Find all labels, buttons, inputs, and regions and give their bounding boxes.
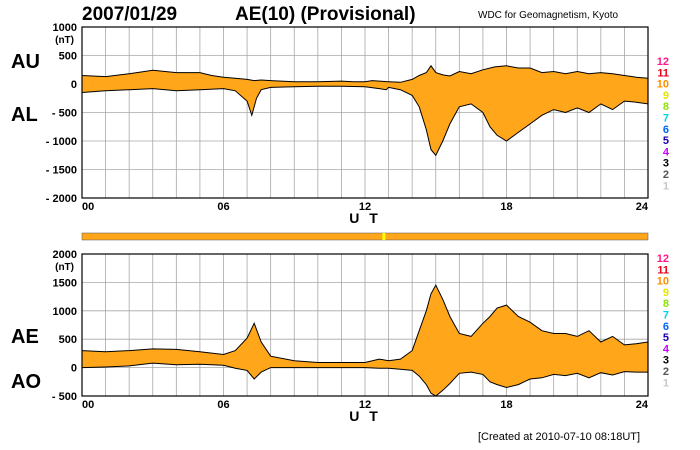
kp-scale-label: 9 (663, 90, 669, 102)
kp-scale-label: 1 (663, 377, 669, 389)
x-tick-label: 24 (636, 201, 649, 213)
x-tick-label: 12 (359, 201, 371, 213)
y-tick-label: - 1500 (46, 165, 77, 177)
chart-title: AE(10) (Provisional) (235, 4, 416, 25)
y-tick-label: 1500 (53, 277, 77, 289)
y-tick-label: 1000 (53, 22, 77, 34)
x-tick-label: 06 (217, 201, 229, 213)
kp-scale-label: 2 (663, 366, 669, 378)
quality-marker (382, 233, 386, 240)
x-axis-label: U T (349, 210, 381, 226)
y-unit-label: (nT) (55, 35, 74, 46)
ao-label: AO (11, 371, 41, 393)
kp-scale-label: 7 (663, 113, 669, 125)
source-label: WDC for Geomagnetism, Kyoto (478, 10, 619, 21)
kp-scale-label: 2 (663, 169, 669, 181)
quality-bar (81, 232, 649, 241)
kp-scale-label: 7 (663, 310, 669, 322)
y-tick-label: - 500 (52, 108, 77, 120)
kp-scale-label: 4 (663, 343, 670, 355)
series-line-AL (81, 85, 649, 157)
x-tick-label: 00 (82, 201, 94, 213)
series-line-AE (81, 284, 649, 363)
plot-frame (81, 253, 649, 397)
kp-scale-label: 4 (663, 146, 670, 158)
x-tick-label: 18 (500, 399, 512, 411)
y-tick-label: 500 (59, 334, 77, 346)
y-tick-label: - 2000 (46, 193, 77, 205)
y-tick-label: 0 (71, 363, 77, 375)
x-tick-label: 00 (82, 399, 94, 411)
series-line-AO (81, 362, 648, 397)
kp-scale-label: 10 (657, 276, 669, 288)
plot-frame (81, 26, 649, 199)
panel-top (81, 26, 649, 199)
x-tick-label: 12 (359, 399, 371, 411)
kp-scale-label: 3 (663, 158, 669, 170)
kp-scale-label: 6 (663, 124, 669, 136)
y-unit-label: (nT) (55, 262, 74, 273)
y-tick-label: - 500 (52, 391, 77, 403)
y-tick-label: 1000 (53, 306, 77, 318)
panel-bottom (81, 253, 649, 397)
x-tick-label: 24 (636, 399, 649, 411)
kp-scale-label: 12 (657, 56, 669, 68)
y-tick-label: 500 (59, 51, 77, 63)
kp-scale-label: 8 (663, 298, 669, 310)
x-tick-label: 18 (500, 201, 512, 213)
kp-scale-label: 9 (663, 287, 669, 299)
series-line-AU (81, 64, 649, 83)
series-area-AE-AO (82, 285, 648, 396)
created-timestamp: [Created at 2010-07-10 08:18UT] (478, 431, 641, 443)
kp-scale-label: 3 (663, 355, 669, 367)
kp-scale-label: 12 (657, 253, 669, 265)
y-tick-label: - 1000 (46, 136, 77, 148)
kp-scale-label: 10 (657, 79, 669, 91)
ae-label: AE (11, 326, 39, 348)
kp-scale-label: 1 (663, 180, 669, 192)
x-tick-label: 06 (217, 399, 229, 411)
x-axis-label: U T (349, 408, 381, 424)
al-label: AL (11, 104, 38, 126)
kp-scale-label: 5 (663, 332, 669, 344)
au-label: AU (11, 51, 40, 73)
kp-scale-label: 8 (663, 101, 669, 113)
y-tick-label: 0 (71, 79, 77, 91)
date-label: 2007/01/29 (82, 4, 178, 25)
kp-scale-label: 11 (657, 67, 669, 79)
kp-scale-label: 6 (663, 321, 669, 333)
kp-scale-label: 11 (657, 264, 669, 276)
y-tick-label: 2000 (53, 249, 77, 261)
kp-scale-label: 5 (663, 135, 669, 147)
